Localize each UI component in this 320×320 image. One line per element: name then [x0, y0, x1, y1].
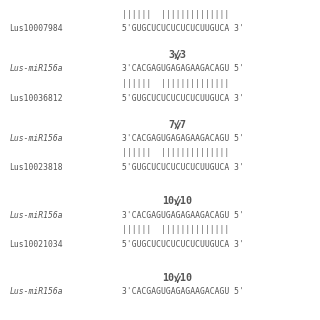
Text: Lus-miR156a: Lus-miR156a [10, 134, 63, 143]
Text: ||||||  ||||||||||||||: |||||| |||||||||||||| [122, 225, 229, 234]
Text: 3'CACGAGUGAGAGAAGACAGU 5': 3'CACGAGUGAGAGAAGACAGU 5' [122, 64, 244, 74]
Text: 5'GUGCUCUCUCUCUCUUGUCA 3': 5'GUGCUCUCUCUCUCUUGUCA 3' [122, 93, 244, 103]
Text: Lus10036812: Lus10036812 [10, 93, 63, 103]
Text: Lus10021034: Lus10021034 [10, 240, 63, 249]
Text: 5'GUGCUCUCUCUCUCUUGUCA 3': 5'GUGCUCUCUCUCUCUUGUCA 3' [122, 24, 244, 33]
Text: Lus-miR156a: Lus-miR156a [10, 211, 63, 220]
Text: 3'CACGAGUGAGAGAAGACAGU 5': 3'CACGAGUGAGAGAAGACAGU 5' [122, 211, 244, 220]
Text: 3'CACGAGUGAGAGAAGACAGU 5': 3'CACGAGUGAGAGAAGACAGU 5' [122, 287, 244, 296]
Text: Lus10007984: Lus10007984 [10, 24, 63, 33]
Text: ||||||  ||||||||||||||: |||||| |||||||||||||| [122, 79, 229, 88]
Text: 3'CACGAGUGAGAGAAGACAGU 5': 3'CACGAGUGAGAGAAGACAGU 5' [122, 134, 244, 143]
Text: ||||||  ||||||||||||||: |||||| |||||||||||||| [122, 10, 229, 19]
Text: Lus-miR156a: Lus-miR156a [10, 64, 63, 74]
Text: 7/7: 7/7 [169, 120, 187, 130]
Text: ||||||  ||||||||||||||: |||||| |||||||||||||| [122, 148, 229, 157]
Text: Lus-miR156a: Lus-miR156a [10, 287, 63, 296]
Text: 10/10: 10/10 [163, 273, 193, 283]
Text: 10/10: 10/10 [163, 196, 193, 206]
Text: Lus10023818: Lus10023818 [10, 163, 63, 172]
Text: 3/3: 3/3 [169, 50, 187, 60]
Text: 5'GUGCUCUCUCUCUCUUGUCA 3': 5'GUGCUCUCUCUCUCUUGUCA 3' [122, 163, 244, 172]
Text: 5'GUGCUCUCUCUCUCUUGUCA 3': 5'GUGCUCUCUCUCUCUUGUCA 3' [122, 240, 244, 249]
